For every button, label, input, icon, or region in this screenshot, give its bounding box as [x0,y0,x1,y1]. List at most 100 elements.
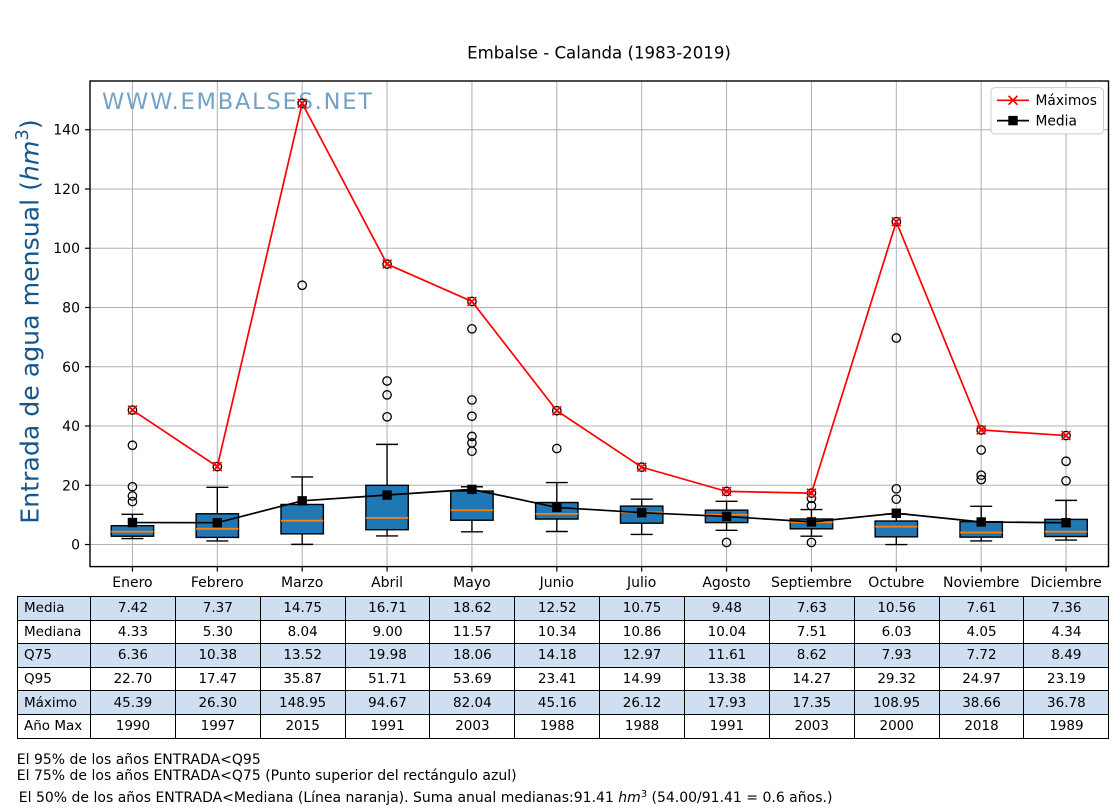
table-row-media: Media 7.42 7.37 14.75 16.71 18.62 12.52 10.75 9.… [17,596,1110,621]
table-row-label: Mediana [17,619,91,645]
table-cell: 108.95 [853,690,940,715]
table-cell: 12.97 [599,643,686,668]
footnote-q75: El 75% de los años ENTRADA<Q75 (Punto su… [16,768,517,784]
table-cell: 6.36 [90,643,176,668]
box-marzo [280,503,325,535]
footnote-median: El 50% de los años ENTRADA<Mediana (Líne… [19,789,833,806]
statistics-table: Media 7.42 7.37 14.75 16.71 18.62 12.52 10.75 9.… [17,596,1110,739]
y-axis-label-exponent: 3 [12,129,33,140]
x-tick-label: Abril [371,575,403,591]
outlier-marker [127,481,138,492]
media-marker-square [382,490,392,500]
table-cell: 10.34 [514,619,601,645]
table-row-label: Media [17,596,91,621]
table-cell: 82.04 [429,690,516,715]
outlier-marker [721,537,732,548]
table-cell: 10.56 [853,596,940,621]
table-cell: 11.61 [684,643,770,668]
table-cell: 35.87 [259,666,346,692]
outlier-marker [806,500,817,511]
table-cell: 13.52 [259,643,346,668]
table-cell: 2003 [429,713,516,739]
outlier-marker [976,474,987,485]
table-cell: 9.48 [684,596,770,621]
table-cell: 2003 [768,713,855,739]
table-cell: 148.95 [259,690,346,715]
media-marker-square [297,496,307,506]
x-tick-label: Diciembre [1030,575,1101,591]
outlier-marker [467,296,477,307]
x-tick-label: Noviembre [943,575,1019,591]
table-cell: 26.30 [174,690,261,715]
x-tick-label: Marzo [281,575,323,591]
outlier-marker [891,333,902,343]
table-cell: 1997 [174,713,261,739]
table-row-label: Máximo [17,690,91,715]
table-row-a-o-max: Año Max 1990 1997 2015 1991 2003 1988 1988 1991 2… [17,713,1110,739]
outlier-marker [467,411,477,422]
table-row-mediana: Mediana 4.33 5.30 8.04 9.00 11.57 10.34 10.86 10… [17,619,1110,645]
table-cell: 10.75 [599,596,686,621]
outlier-marker [297,280,308,291]
outlier-marker [891,483,902,494]
footnote-unit: hm [618,789,641,806]
outlier-marker [382,411,392,422]
legend-maximos-label: Máximos [1036,93,1097,109]
outlier-marker [636,462,647,472]
outlier-marker [127,405,138,415]
table-cell: 1991 [344,713,431,739]
table-cell: 8.62 [768,643,855,668]
table-cell: 1988 [599,713,686,739]
y-axis-label-unit: hm [16,141,45,182]
media-marker-square [1061,518,1071,528]
table-cell: 17.93 [684,690,770,715]
y-axis-label: Entrada de agua mensual (hm3) [12,119,45,523]
legend-box [990,87,1104,135]
media-marker-square [127,517,138,528]
table-cell: 4.34 [1023,619,1110,645]
outlier-marker [551,405,562,416]
box-mayo [450,490,494,521]
outlier-marker [382,259,392,269]
maximos-marker-x [127,405,138,416]
table-cell: 6.03 [853,619,940,645]
outlier-marker [976,470,987,481]
box-octubre [874,520,919,538]
y-tick-label: 140 [53,123,80,139]
x-tick-label: Octubre [868,575,924,591]
table-cell: 53.69 [429,666,516,692]
table-cell: 7.63 [768,596,855,621]
legend-media-marker [1008,115,1018,126]
footnote-median-tail: (54.00/91.41 = 0.6 años.) [647,789,833,806]
y-tick-label: 40 [62,419,80,435]
x-tick-label: Septiembre [771,575,852,591]
table-cell: 2018 [938,713,1025,739]
maximos-marker-x [1061,430,1072,441]
table-cell: 14.18 [514,643,601,668]
outlier-marker [467,438,477,448]
table-cell: 8.49 [1023,643,1110,668]
outlier-marker [551,443,562,454]
outlier-marker [806,537,817,548]
table-cell: 1989 [1023,713,1110,739]
footnote-q95: El 95% de los años ENTRADA<Q95 [16,751,261,768]
table-cell: 45.16 [514,690,601,715]
table-cell: 18.62 [429,596,516,621]
maximos-marker-x [382,259,393,270]
y-tick-label: 120 [53,182,80,198]
outlier-marker [467,395,477,405]
maximos-marker-x [297,98,308,109]
table-cell: 11.57 [429,619,516,645]
media-marker-square [552,502,562,513]
table-cell: 36.78 [1023,690,1110,715]
table-cell: 19.98 [344,643,431,668]
table-cell: 1991 [684,713,770,739]
maximos-marker-x [891,216,902,227]
table-cell: 17.47 [174,666,261,692]
table-row-q95: Q95 22.70 17.47 35.87 51.71 53.69 23.41 14.99 13… [17,666,1110,692]
maximos-marker-x [212,461,223,472]
outlier-marker [976,445,987,455]
y-tick-label: 100 [53,241,80,257]
media-marker-square [467,484,477,495]
